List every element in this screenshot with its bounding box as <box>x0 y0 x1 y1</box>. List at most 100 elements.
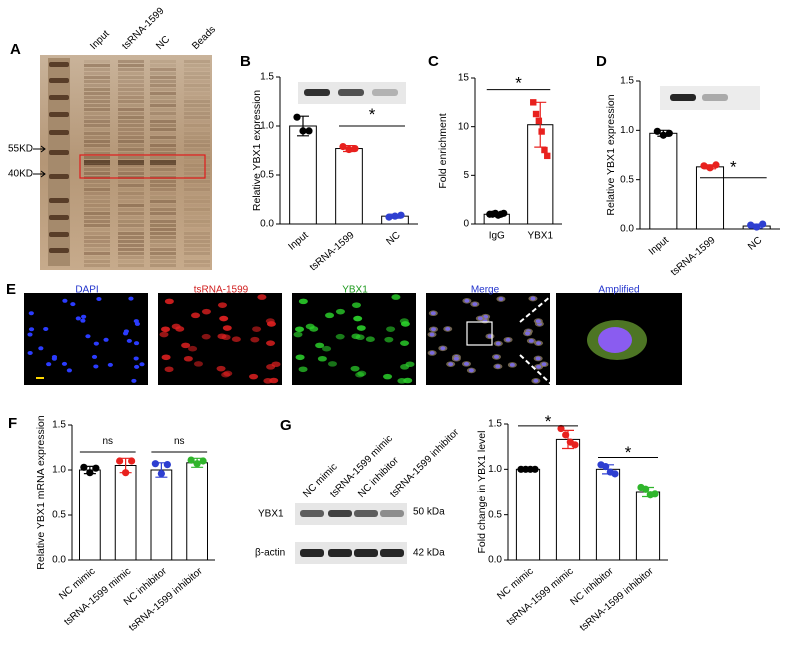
data-point <box>293 113 301 121</box>
nucleus <box>440 346 446 351</box>
gel-band <box>184 96 210 99</box>
data-point <box>397 211 405 219</box>
nucleus <box>509 362 515 367</box>
cell <box>400 340 410 346</box>
gel-band <box>84 88 110 91</box>
cell <box>266 364 276 370</box>
cell <box>399 318 409 324</box>
gel-band <box>84 196 110 199</box>
cell <box>257 294 267 300</box>
blot-band <box>380 510 404 517</box>
gel-band <box>150 64 176 67</box>
cell <box>298 366 308 373</box>
gel-band <box>150 152 176 155</box>
gel-band <box>150 108 176 111</box>
blot-band <box>702 94 728 101</box>
panel-letter: D <box>596 53 607 70</box>
nucleus <box>139 362 145 367</box>
gel-band <box>150 224 176 227</box>
blot-band <box>670 94 696 101</box>
bar <box>695 166 725 230</box>
gel-band <box>118 164 144 167</box>
cell <box>315 342 325 349</box>
data-point <box>747 221 755 229</box>
significance-label: ns <box>174 436 185 447</box>
y-tick-label: 0.0 <box>620 224 634 235</box>
gel-band <box>184 108 210 111</box>
gel-band <box>150 220 176 223</box>
cell <box>164 298 174 305</box>
data-point <box>391 212 399 220</box>
zoom-box <box>466 321 493 346</box>
x-tick-label: NC mimic <box>495 566 535 602</box>
gel-band <box>84 72 110 75</box>
y-axis-label: Fold change in YBX1 level <box>476 431 488 554</box>
gel-band <box>150 252 176 255</box>
gel-band <box>118 220 144 223</box>
gel-band <box>84 172 110 175</box>
lane-label: Beads <box>190 24 218 52</box>
cell <box>351 302 361 308</box>
gel-band <box>84 116 110 119</box>
cell <box>327 361 337 367</box>
blot-band <box>328 510 352 517</box>
gel-band <box>84 180 110 183</box>
data-point <box>532 110 540 118</box>
nucleus <box>498 297 504 301</box>
ladder-band <box>49 78 69 83</box>
nucleus <box>530 296 536 301</box>
y-tick-label: 1.5 <box>620 76 634 87</box>
y-tick-label: 5 <box>463 170 469 181</box>
gel-band <box>118 72 144 75</box>
data-point <box>151 460 159 468</box>
gel-band <box>184 140 210 143</box>
gel-band <box>184 264 210 267</box>
gel-band <box>150 92 176 95</box>
gel-band <box>84 184 110 187</box>
nucleus <box>464 298 470 303</box>
data-point <box>642 485 650 493</box>
cell <box>216 365 226 372</box>
gel-band <box>84 112 110 115</box>
cell <box>217 302 227 308</box>
y-tick-label: 0.5 <box>260 170 274 181</box>
gel-band <box>84 124 110 127</box>
cell <box>384 336 394 343</box>
gel-band <box>84 232 110 235</box>
cell <box>335 308 345 315</box>
cell <box>266 340 276 346</box>
nucleus <box>468 368 474 373</box>
gel-band <box>118 264 144 267</box>
gel-band <box>150 88 176 91</box>
data-point <box>562 431 570 439</box>
cell <box>325 312 335 319</box>
gel-band <box>118 152 144 155</box>
nucleus <box>536 341 542 346</box>
gel-band <box>84 76 110 79</box>
cell <box>250 336 260 343</box>
x-tick-label: tsRNA-1599 <box>669 235 718 279</box>
panel-letter: E <box>6 281 16 298</box>
gel-band <box>84 64 110 67</box>
cell <box>171 323 181 330</box>
marker-label: 55KD <box>8 144 33 155</box>
gel-band <box>184 244 210 247</box>
cell <box>188 345 198 352</box>
y-tick-label: 0.5 <box>52 510 66 521</box>
gel-band <box>118 240 144 243</box>
gel-band <box>150 256 176 259</box>
nucleus <box>505 337 511 342</box>
gel-band <box>118 180 144 183</box>
gel-band <box>118 200 144 203</box>
y-tick-label: 1.0 <box>488 464 502 475</box>
nucleus <box>126 338 132 343</box>
data-point <box>651 490 659 498</box>
gel-band <box>150 216 176 219</box>
nucleus <box>128 296 134 301</box>
gel-band <box>84 92 110 95</box>
significance-label: * <box>515 73 522 92</box>
blot-band <box>304 89 330 96</box>
lane-label: Input <box>88 28 112 52</box>
gel-band <box>118 208 144 211</box>
gel-band <box>84 212 110 215</box>
